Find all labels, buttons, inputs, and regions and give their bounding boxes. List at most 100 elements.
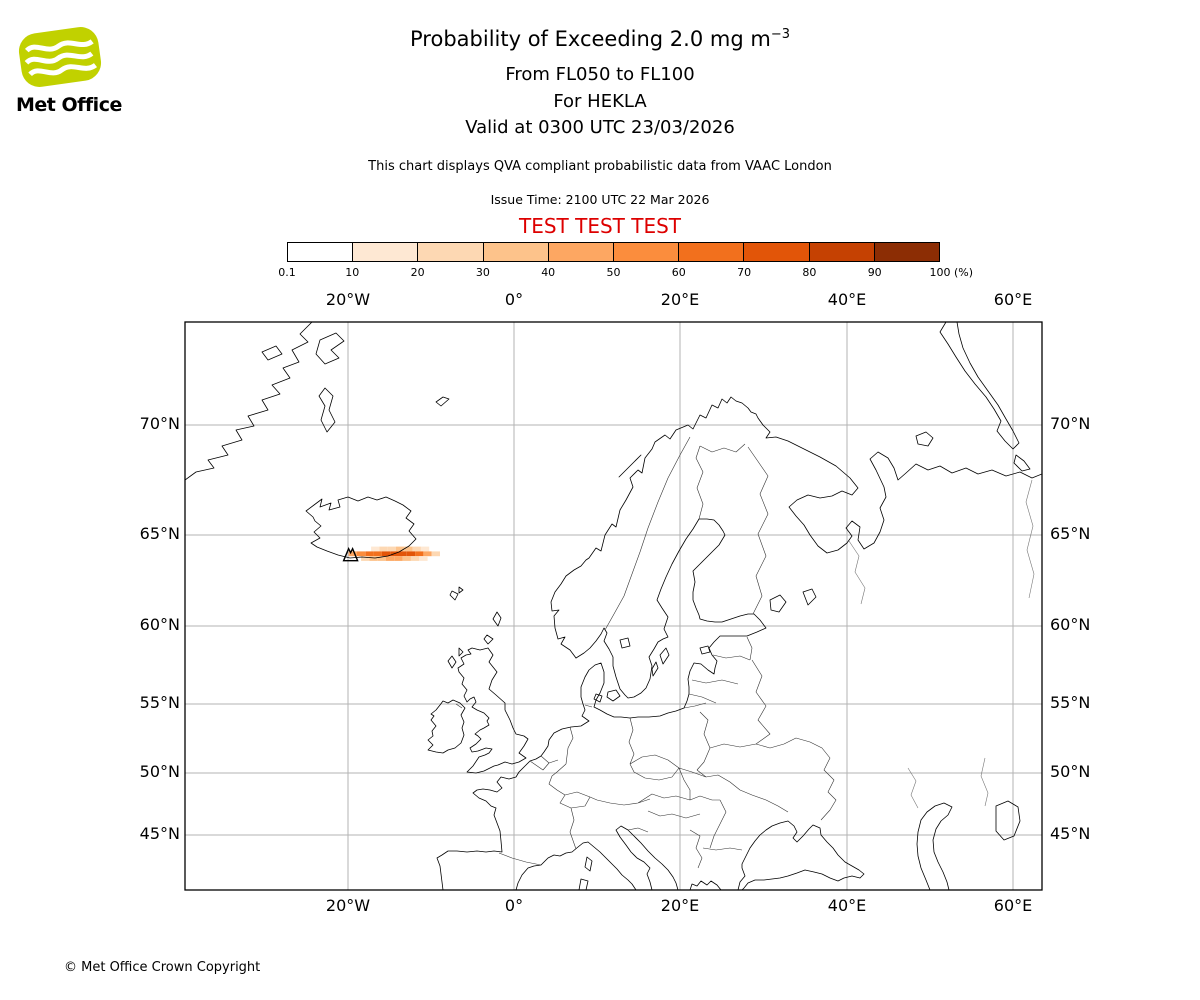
river-lines [848,479,1035,809]
lon-tick-bottom: 20°E [660,896,700,915]
chart-title: Probability of Exceeding 2.0 mg m−3 [0,27,1200,51]
hebrides-islands [447,647,464,669]
colorbar-segment-4 [547,243,614,261]
ash-probability-cell [398,551,407,557]
copyright-notice: © Met Office Crown Copyright [64,960,261,975]
lon-tick-bottom: 40°E [827,896,867,915]
lat-tick-left: 65°N [139,524,180,543]
lakes [619,588,817,649]
ash-probability-cell [406,551,416,557]
lofoten-islands [618,454,642,478]
flight-level-subtitle: From FL050 to FL100 [505,64,695,85]
ash-probability-cell [381,551,391,557]
ash-probability-cell [411,556,420,561]
map-gridlines [185,322,1042,890]
kola-whitesea-barents-coast [762,424,1042,554]
colorbar-segment-8 [808,243,874,261]
ash-probability-cell [423,551,432,557]
iceland-coast [305,496,417,559]
colorbar-tick-label: 30 [475,266,490,279]
ash-probability-cell [431,551,440,557]
shetland-orkney-islands [483,611,502,645]
colorbar-segment-5 [613,243,679,261]
lon-tick-bottom: 20°W [325,896,371,915]
colorbar-segment-3 [482,243,548,261]
colorbar-tick-label: 10 [345,266,360,279]
lat-tick-right: 70°N [1050,414,1091,433]
aral-sea [995,800,1021,841]
ash-probability-cell [373,551,382,557]
lon-tick-bottom: 60°E [993,896,1033,915]
mediterranean-coast-west [515,841,637,890]
ash-probability-cell [396,546,405,552]
colorbar-tick-label: 100 [929,266,951,279]
rivers [848,479,1035,809]
ash-probability-cell [356,551,366,557]
jan-mayen-island [435,396,450,407]
greenland-coast [185,322,313,481]
ash-probability-cell [402,556,411,561]
lat-tick-right: 60°N [1050,615,1091,634]
black-sea-coast [737,820,865,890]
ash-probability-cell [419,556,428,561]
lat-tick-right: 50°N [1050,762,1091,781]
colorbar-segment-9 [873,243,940,261]
lat-tick-right: 45°N [1050,824,1091,843]
colorbar-tick-label: 50 [606,266,621,279]
lon-tick-top: 60°E [993,290,1033,309]
volcano-icon [342,547,359,562]
ash-plume [348,546,440,561]
vaygach-island [1013,454,1031,472]
valid-time-subtitle: Valid at 0300 UTC 23/03/2026 [465,117,735,138]
ash-probability-cell [361,556,370,561]
chart-title-text: Probability of Exceeding 2.0 mg m [410,27,771,51]
colorbar-tick-label: 70 [737,266,752,279]
colorbar-tick-labels: 0.1 10 20 30 40 50 60 70 80 90 100 [278,266,950,280]
faroe-islands [449,586,464,601]
lon-tick-top: 40°E [827,290,867,309]
met-office-logo-text: Met Office [16,94,122,116]
ash-probability-cell [379,546,388,552]
ash-probability-cell [404,546,413,552]
caspian-sea-coast [916,802,953,890]
corsica-sardinia [578,856,593,890]
lat-tick-right: 55°N [1050,693,1091,712]
ash-probability-cell [369,556,378,561]
lon-tick-top: 20°W [325,290,371,309]
great-britain-coast [457,647,529,774]
ash-probability-cell [420,546,430,552]
lat-tick-left: 45°N [139,824,180,843]
colorbar-segment-0 [288,243,353,261]
chart-description: This chart displays QVA compliant probab… [368,159,832,174]
probability-colorbar [287,242,940,262]
baltic-islands [593,645,711,703]
colorbar-tick-label: 80 [802,266,817,279]
met-office-logo-icon [18,27,102,87]
map-frame [184,321,1043,891]
baltic-northsea-atlantic-coast [436,518,767,890]
ash-probability-cell [412,546,421,552]
colorbar-segment-1 [352,243,418,261]
lon-tick-top: 0° [504,290,524,309]
colorbar-segment-6 [678,243,744,261]
colorbar-tick-label: 0.1 [278,266,296,279]
colorbar-tick-label: 90 [867,266,882,279]
ash-probability-cell [415,551,424,557]
country-borders [455,436,837,869]
aegean-coast [689,880,722,890]
kolguev-island [915,431,934,447]
lat-tick-left: 50°N [139,762,180,781]
ireland-coast [427,699,466,754]
ash-probability-cell [377,556,386,561]
ash-probability-cell [394,556,403,561]
central-europe-borders [455,703,789,869]
adriatic-coast [615,825,679,890]
ash-probability-cell [387,546,396,552]
lat-tick-left: 70°N [139,414,180,433]
ash-probability-cell [348,551,357,557]
colorbar-segment-7 [743,243,809,261]
colorbar-tick-label: 40 [541,266,556,279]
east-europe-borders [628,636,837,821]
colorbar-tick-label: 20 [410,266,425,279]
